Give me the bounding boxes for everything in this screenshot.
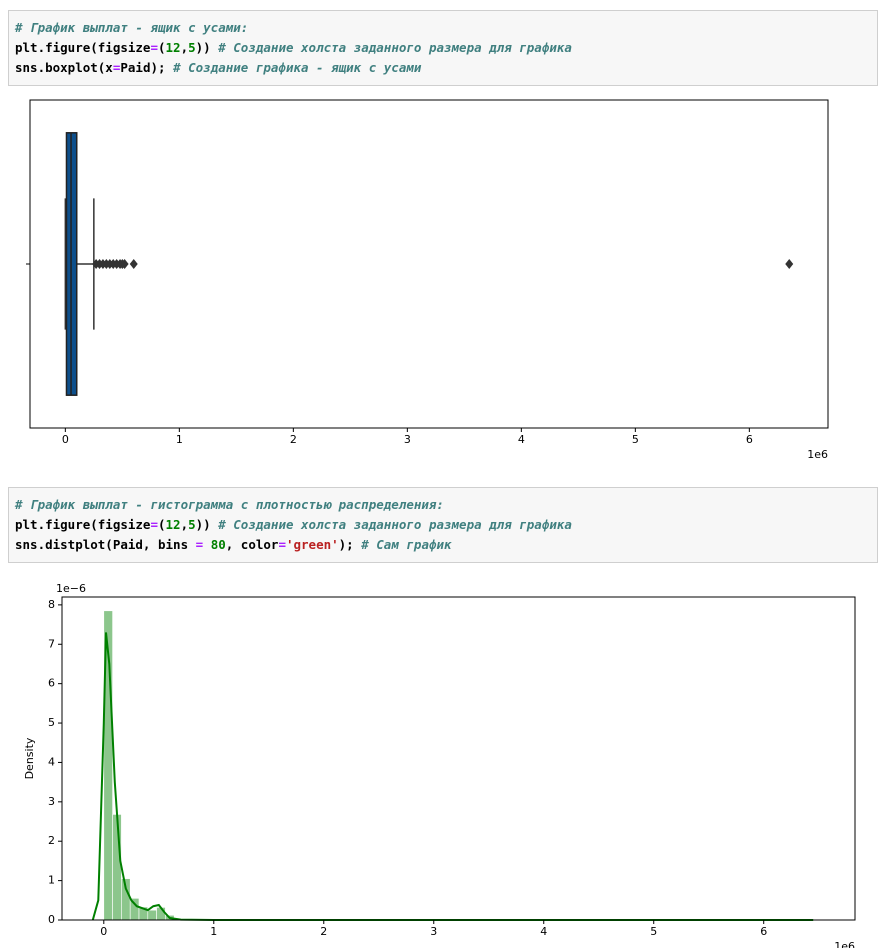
y-tick-label: 2: [48, 834, 55, 847]
y-tick-label: 5: [48, 716, 55, 729]
code-cell[interactable]: # График выплат - ящик с усами: plt.figur…: [8, 10, 878, 86]
code-token: plt.figure(figsize: [15, 40, 151, 55]
histogram-bar: [112, 814, 122, 921]
code-token: plt.figure(figsize: [15, 517, 151, 532]
code-token: sns.boxplot(x: [15, 60, 113, 75]
code-token: # Создание холста заданного размера для …: [218, 40, 572, 55]
y-tick-label: 8: [48, 598, 55, 611]
code-token: )): [195, 40, 219, 55]
code-token: (: [158, 517, 166, 532]
code-line: # График выплат - гистограмма с плотност…: [15, 495, 871, 515]
outlier: [785, 259, 794, 269]
x-offset-label: 1e6: [807, 448, 828, 461]
code-token: Paid);: [120, 60, 174, 75]
code-token: =: [150, 40, 158, 55]
code-token: ,: [180, 517, 189, 532]
code-token: );: [338, 537, 362, 552]
x-tick-label: 0: [100, 925, 107, 938]
x-tick-label: 4: [540, 925, 547, 938]
y-tick-label: 3: [48, 795, 55, 808]
y-tick-label: 6: [48, 677, 55, 690]
code-token: , color: [225, 537, 279, 552]
code-token: # График выплат - ящик с усами:: [15, 20, 249, 35]
code-cell[interactable]: # График выплат - гистограмма с плотност…: [8, 487, 878, 563]
x-tick-label: 6: [760, 925, 767, 938]
y-tick-label: 0: [48, 913, 55, 926]
code-token: =: [278, 537, 286, 552]
histogram-bar: [147, 909, 157, 921]
y-tick-label: 7: [48, 637, 55, 650]
x-tick-label: 1: [210, 925, 217, 938]
code-token: 5: [188, 40, 196, 55]
code-token: =: [150, 517, 158, 532]
code-token: sns.distplot(Paid, bins: [15, 537, 196, 552]
code-line: plt.figure(figsize=(12,5)) # Создание хо…: [15, 515, 871, 535]
x-offset-label: 1e6: [834, 940, 855, 948]
code-line: sns.distplot(Paid, bins = 80, color='gre…: [15, 535, 871, 555]
code-token: 5: [188, 517, 196, 532]
code-token: # Сам график: [361, 537, 452, 552]
code-token: 80: [210, 537, 226, 552]
kde-line: [91, 632, 814, 921]
y-axis-label: Density: [23, 737, 36, 779]
outlier: [129, 259, 138, 269]
code-token: 12: [165, 517, 181, 532]
y-tick-label: 1: [48, 874, 55, 887]
code-token: 12: [165, 40, 181, 55]
x-tick-label: 2: [320, 925, 327, 938]
code-token: # Создание графика - ящик с усами: [173, 60, 422, 75]
x-tick-label: 3: [430, 925, 437, 938]
code-line: sns.boxplot(x=Paid); # Создание графика …: [15, 58, 871, 78]
code-token: =: [112, 60, 121, 75]
y-offset-label: 1e−6: [56, 582, 86, 595]
plot-frame: [61, 596, 856, 921]
outlier: [120, 259, 129, 269]
x-tick-label: 5: [650, 925, 657, 938]
code-token: ,: [180, 40, 189, 55]
code-token: (: [158, 40, 166, 55]
code-token: # Создание холста заданного размера для …: [218, 517, 572, 532]
x-tick-label: 2: [290, 433, 297, 446]
plot-frame: [29, 99, 829, 429]
x-tick-label: 5: [632, 433, 639, 446]
code-token: 'green': [285, 537, 339, 552]
code-line: plt.figure(figsize=(12,5)) # Создание хо…: [15, 38, 871, 58]
x-tick-label: 3: [404, 433, 411, 446]
x-tick-label: 6: [746, 433, 753, 446]
code-token: )): [195, 517, 219, 532]
x-tick-label: 0: [62, 433, 69, 446]
code-token: # График выплат - гистограмма с плотност…: [15, 497, 444, 512]
code-token: [203, 537, 211, 552]
y-tick-label: 4: [48, 755, 55, 768]
x-tick-label: 4: [518, 433, 525, 446]
code-token: =: [195, 537, 204, 552]
code-line: # График выплат - ящик с усами:: [15, 18, 871, 38]
x-tick-label: 1: [176, 433, 183, 446]
